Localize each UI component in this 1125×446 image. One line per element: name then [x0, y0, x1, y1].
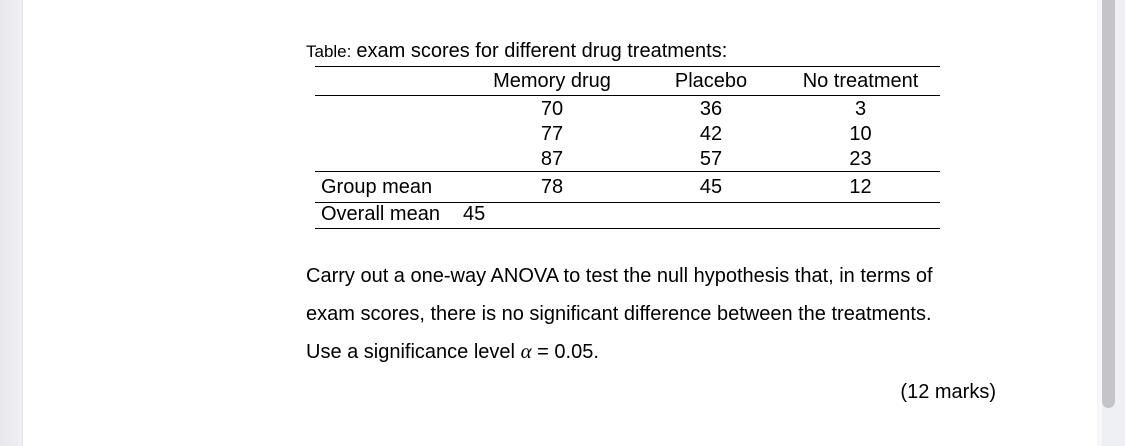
table-row: 87 57 23: [315, 146, 940, 172]
question-text: Carry out a one-way ANOVA to test the nu…: [306, 265, 933, 379]
table-row: 70 36 3: [315, 96, 940, 122]
cell-value: 23: [849, 148, 872, 170]
group-mean-value: 12: [781, 171, 940, 203]
question-line-2: exam scores, there is no significant dif…: [306, 302, 932, 325]
overall-mean-value: 45: [463, 202, 641, 229]
overall-mean-row: Overall mean 45: [315, 202, 940, 229]
table-header-row: Memory drug Placebo No treatment: [315, 66, 940, 96]
header-cell-placebo: Placebo: [641, 66, 781, 96]
table-caption-prefix: Table:: [306, 42, 352, 61]
table-caption: Table: exam scores for different drug tre…: [306, 39, 727, 64]
cell-value: 36: [699, 98, 723, 120]
cell-value: 87: [540, 148, 564, 170]
header-cell-blank: [315, 66, 463, 96]
cell-value: 10: [849, 123, 872, 145]
scrollbar-thumb[interactable]: [1102, 0, 1115, 408]
scores-table: Memory drug Placebo No treatment 70 36 3…: [315, 66, 940, 229]
group-mean-label: Group mean: [315, 171, 463, 203]
group-mean-row: Group mean 78 45 12: [315, 171, 940, 203]
question-line-3: Use a significance level α = 0.05.: [306, 340, 933, 364]
question-line-1: Carry out a one-way ANOVA to test the nu…: [306, 265, 933, 287]
cell-value: 70: [540, 98, 564, 120]
alpha-symbol: α: [520, 339, 532, 363]
header-cell-no-treatment: No treatment: [781, 66, 940, 96]
group-mean-value: 78: [463, 171, 641, 203]
question-line-3-suffix: = 0.05.: [531, 341, 599, 363]
cell-value: 3: [854, 98, 867, 120]
cell-value: 57: [699, 148, 723, 170]
question-line-3-prefix: Use a significance level: [306, 341, 521, 363]
scrollbar-track[interactable]: [1097, 0, 1125, 446]
table-row: 77 42 10: [315, 121, 940, 146]
cell-value: 77: [540, 123, 564, 145]
header-cell-memory-drug: Memory drug: [463, 66, 641, 96]
cell-value: 42: [699, 123, 723, 145]
table-caption-text: exam scores for different drug treatment…: [356, 40, 728, 62]
left-gutter: [0, 0, 23, 446]
document-page: Table: exam scores for different drug tre…: [23, 0, 1097, 446]
marks-label: (12 marks): [900, 381, 996, 403]
group-mean-value: 45: [641, 171, 781, 203]
overall-mean-label: Overall mean: [315, 202, 463, 229]
